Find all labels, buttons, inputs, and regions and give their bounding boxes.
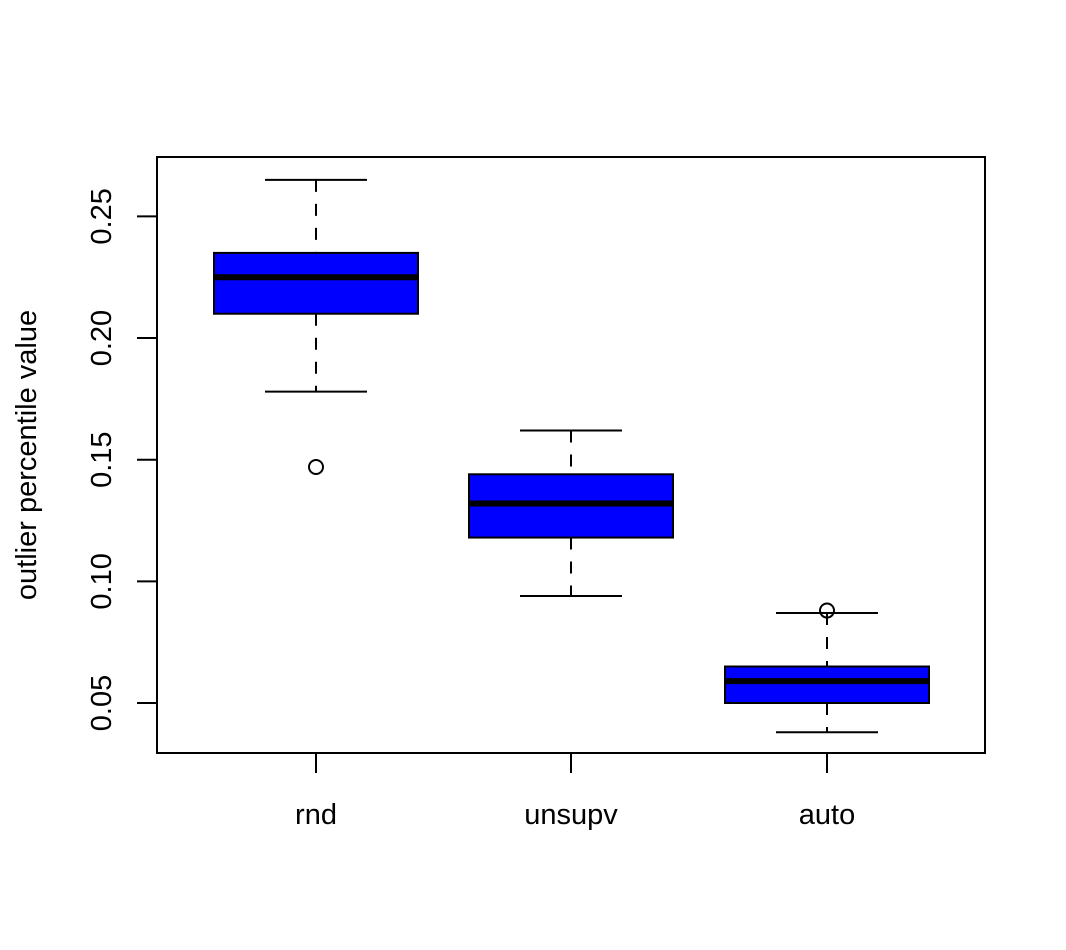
iqr-box <box>724 665 930 705</box>
box-unsupv <box>468 429 674 597</box>
x-tick-label: rnd <box>295 799 337 831</box>
y-tick-label: 0.05 <box>86 675 118 731</box>
y-tick-label: 0.10 <box>86 553 118 609</box>
x-tick-label: unsupv <box>524 799 618 831</box>
outlier-point <box>819 602 835 619</box>
box-auto <box>724 602 930 734</box>
y-tick-label: 0.25 <box>86 188 118 244</box>
iqr-box <box>213 251 419 315</box>
x-axis: rnd unsupv auto <box>295 753 855 831</box>
y-axis-label: outlier percentile value <box>11 310 43 600</box>
outlier-point <box>308 458 324 475</box>
x-tick-label: auto <box>799 799 855 831</box>
y-axis: 0.05 0.10 0.15 0.20 0.25 <box>86 188 157 731</box>
boxes <box>213 178 930 734</box>
box-rnd <box>213 178 419 475</box>
y-tick-label: 0.20 <box>86 310 118 366</box>
y-tick-label: 0.15 <box>86 431 118 487</box>
